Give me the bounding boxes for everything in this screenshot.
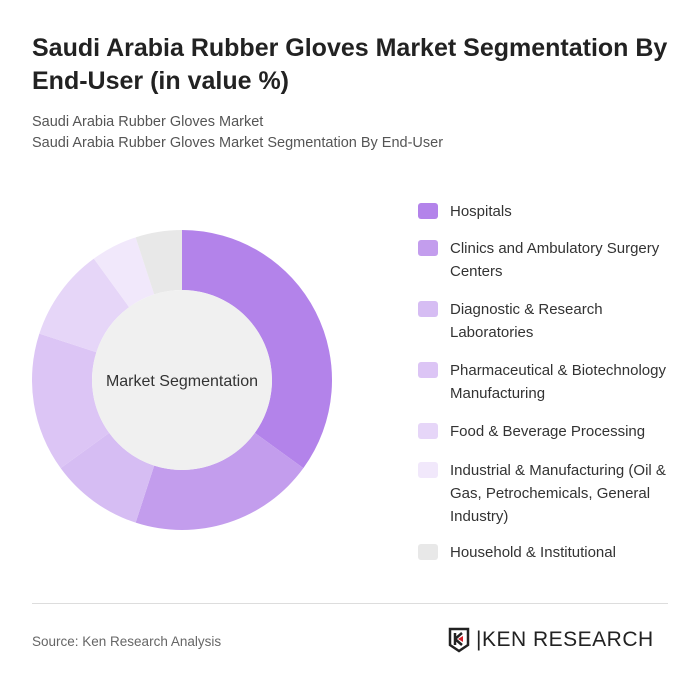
donut-chart: Market Segmentation <box>32 230 332 530</box>
legend-label: Hospitals <box>450 203 512 220</box>
legend-swatch <box>418 203 438 219</box>
legend-item[interactable]: Food & Beverage Processing <box>418 420 680 443</box>
logo-text: |KEN RESEARCH <box>476 628 654 651</box>
legend-item[interactable]: Industrial & Manufacturing (Oil & Gas, P… <box>418 459 680 528</box>
legend-label: Clinics and Ambulatory Surgery Centers <box>450 240 660 280</box>
donut-slice-3[interactable] <box>60 432 155 523</box>
donut-slice-2[interactable] <box>135 432 304 530</box>
center-label: Market Segmentation <box>106 373 258 390</box>
source-note: Source: Ken Research Analysis <box>32 634 222 649</box>
legend-swatch <box>418 462 438 478</box>
legend-swatch <box>418 240 438 256</box>
legend-item[interactable]: Diagnostic & Research Laboratories <box>418 298 680 344</box>
divider <box>32 603 668 604</box>
subtitle-segmentation: Saudi Arabia Rubber Gloves Market Segmen… <box>32 135 444 151</box>
subtitle-market: Saudi Arabia Rubber Gloves Market <box>32 114 264 130</box>
donut-slice-7[interactable] <box>135 230 182 295</box>
legend-item[interactable]: Hospitals <box>418 200 680 223</box>
legend-swatch <box>418 544 438 560</box>
legend-item[interactable]: Pharmaceutical & Biotechnology Manufactu… <box>418 359 680 405</box>
legend-swatch <box>418 362 438 378</box>
ken-research-logo-icon <box>448 627 470 653</box>
legend-label: Food & Beverage Processing <box>450 423 646 440</box>
donut-slice-4[interactable] <box>32 333 110 469</box>
legend-label: Industrial & Manufacturing (Oil & Gas, P… <box>450 462 666 525</box>
ken-research-logo: |KEN RESEARCH <box>448 627 654 653</box>
legend-label: Pharmaceutical & Biotechnology Manufactu… <box>450 362 666 402</box>
legend-item[interactable]: Clinics and Ambulatory Surgery Centers <box>418 237 680 283</box>
donut-slice-1[interactable] <box>182 230 332 469</box>
legend-swatch <box>418 301 438 317</box>
legend-swatch <box>418 423 438 439</box>
donut-slice-6[interactable] <box>93 237 155 308</box>
legend-label: Household & Institutional <box>450 544 616 561</box>
legend-label: Diagnostic & Research Laboratories <box>450 301 603 341</box>
legend-item[interactable]: Household & Institutional <box>418 541 680 564</box>
donut-slice-5[interactable] <box>39 258 130 353</box>
donut-hole <box>92 290 272 470</box>
chart-title: Saudi Arabia Rubber Gloves Market Segmen… <box>32 34 668 95</box>
